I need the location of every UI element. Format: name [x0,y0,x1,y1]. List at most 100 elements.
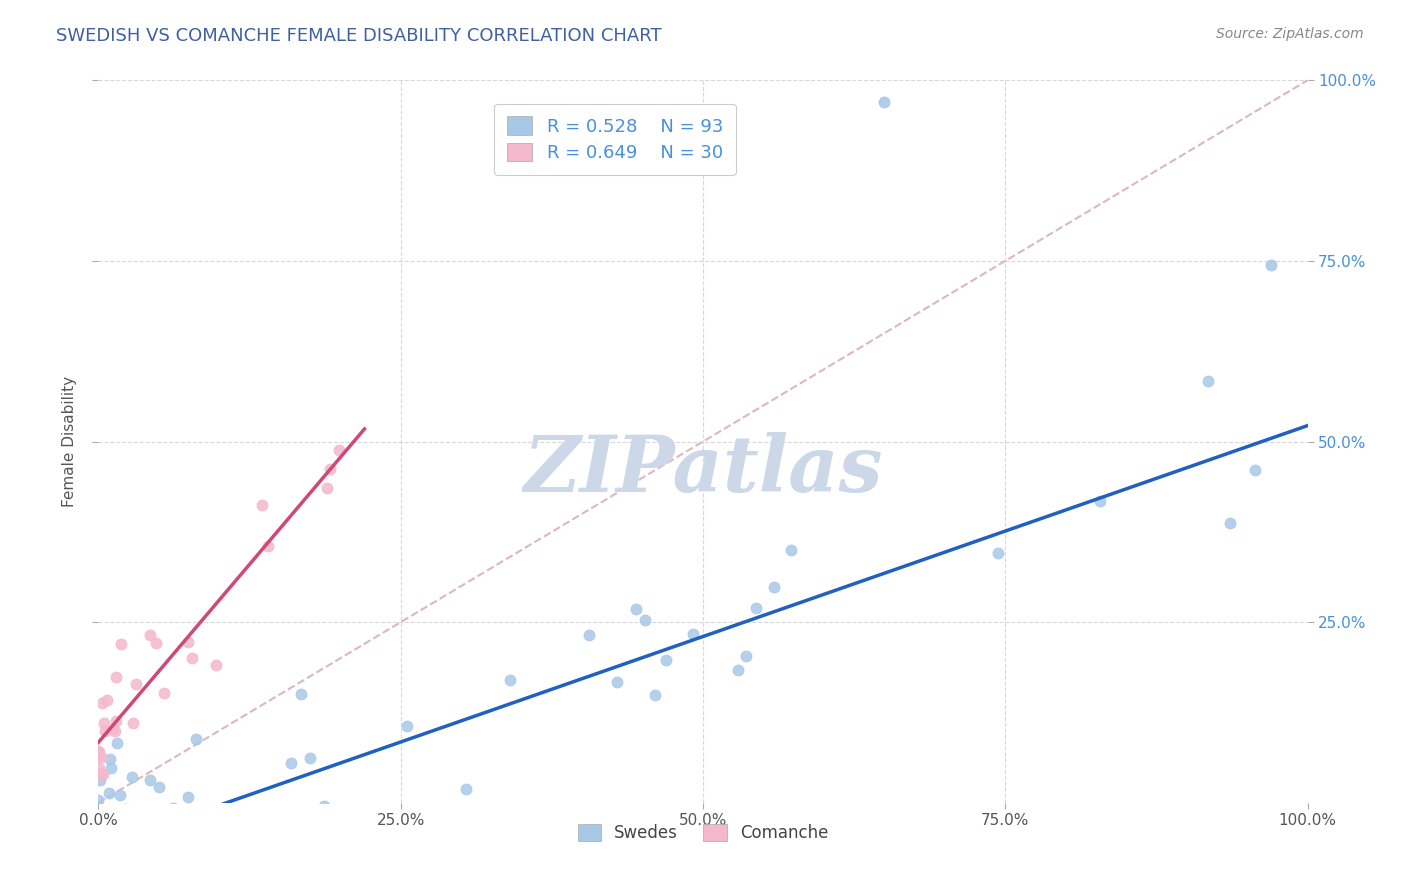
Point [105,736,128,750]
Point [290,811,312,825]
Point [734,648,756,663]
Point [93,724,115,739]
Text: ZIPatlas: ZIPatlas [523,433,883,508]
Point [682,627,704,641]
Point [87,744,110,758]
Point [97,786,120,800]
Point [184,732,207,747]
Point [110,636,132,650]
Point [89,773,111,788]
Point [141,812,163,826]
Point [290,687,312,701]
Point [105,830,128,844]
Point [121,850,143,864]
Point [87,802,110,816]
Point [316,481,339,495]
Point [105,714,128,729]
Point [121,861,143,875]
Point [87,761,110,775]
Point [96,885,118,892]
Point [727,663,749,677]
Point [89,825,111,839]
Point [122,863,145,877]
Point [312,799,335,814]
Point [1243,463,1265,477]
Point [87,852,110,866]
Point [634,613,657,627]
Point [91,767,114,781]
Point [257,539,280,553]
Point [177,789,200,804]
Y-axis label: Female Disability: Female Disability [62,376,77,508]
Point [87,857,110,871]
Point [96,844,118,858]
Point [298,751,321,765]
Point [280,756,302,771]
Point [121,821,143,835]
Point [624,601,647,615]
Point [98,866,121,880]
Legend: Swedes, Comanche: Swedes, Comanche [571,817,835,848]
Text: SWEDISH VS COMANCHE FEMALE DISABILITY CORRELATION CHART: SWEDISH VS COMANCHE FEMALE DISABILITY CO… [56,27,662,45]
Point [115,808,138,822]
Point [873,95,896,109]
Point [90,750,112,764]
Point [108,788,131,802]
Point [90,844,112,858]
Point [87,767,110,781]
Point [107,814,129,829]
Point [87,826,110,840]
Point [153,685,176,699]
Point [149,806,172,821]
Point [148,780,170,794]
Point [93,844,115,858]
Point [987,545,1010,559]
Point [87,841,110,855]
Point [125,676,148,690]
Point [148,858,170,872]
Point [250,498,273,512]
Point [578,627,600,641]
Point [100,752,122,766]
Point [1260,258,1282,272]
Point [145,636,167,650]
Point [139,773,162,788]
Point [114,802,136,816]
Point [93,716,115,731]
Point [122,715,145,730]
Point [644,688,666,702]
Point [1088,494,1111,508]
Point [108,863,131,878]
Point [100,761,122,775]
Point [90,820,112,834]
Point [101,850,124,864]
Point [94,837,117,851]
Point [138,628,160,642]
Point [111,838,134,853]
Point [328,442,350,457]
Point [87,748,110,763]
Point [396,719,419,733]
Point [87,875,110,889]
Point [780,542,803,557]
Point [91,890,114,892]
Point [205,657,228,672]
Point [111,877,134,891]
Point [104,670,127,684]
Point [1219,516,1241,530]
Point [762,580,785,594]
Point [118,838,141,853]
Point [655,653,678,667]
Point [177,635,200,649]
Point [120,829,142,843]
Point [101,876,124,890]
Point [187,830,209,845]
Point [90,850,112,864]
Point [87,744,110,758]
Point [87,799,110,814]
Point [136,833,159,847]
Point [90,696,112,710]
Point [454,781,477,796]
Point [745,601,768,615]
Point [87,853,110,867]
